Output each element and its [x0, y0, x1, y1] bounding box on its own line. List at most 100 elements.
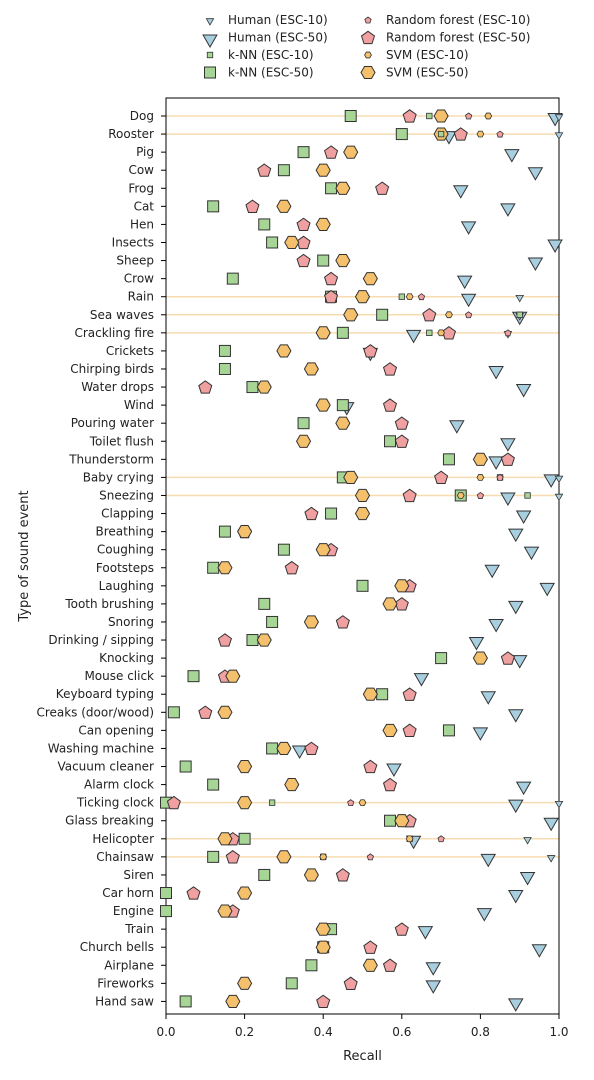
point-svm-esc-50-pouring-water [335, 416, 351, 430]
point-human-esc-50-frog [452, 185, 469, 199]
category-label-toilet-flush: Toilet flush [89, 434, 154, 448]
x-tick-label-1-0: 1.0 [549, 1025, 568, 1039]
point-random-forest-esc-50-sea-waves [422, 307, 437, 322]
point-svm-esc-10-sneezing [456, 492, 465, 499]
point-random-forest-esc-50-chainsaw [225, 850, 240, 864]
point-random-forest-esc-50-creaks-door-wood [198, 705, 213, 719]
point-human-esc-50-hand-saw [507, 998, 524, 1012]
legend-label-human-esc-50: Human (ESC-50) [228, 31, 328, 45]
point-k-nn-esc-10-crackling-fire [426, 329, 433, 336]
point-svm-esc-10-ticking-clock [358, 799, 367, 806]
point-random-forest-esc-10-helicopter [437, 835, 445, 843]
point-svm-esc-50-washing-machine [276, 741, 292, 756]
point-k-nn-esc-50-pig [297, 146, 310, 159]
category-label-footsteps: Footsteps [96, 561, 154, 575]
point-human-esc-50-keyboard-typing [480, 691, 497, 705]
point-random-forest-esc-50-tooth-brushing [394, 597, 409, 611]
point-svm-esc-50-water-drops [256, 380, 272, 394]
point-human-esc-50-church-bells [531, 944, 548, 958]
point-svm-esc-50-drinking-sipping [256, 633, 272, 647]
point-random-forest-esc-50-alarm-clock [382, 777, 398, 792]
point-k-nn-esc-50-can-opening [442, 724, 455, 737]
point-random-forest-esc-50-siren [335, 868, 350, 882]
point-human-esc-50-chainsaw [480, 853, 497, 868]
point-random-forest-esc-50-chirping-birds [382, 362, 398, 376]
category-label-thunderstorm: Thunderstorm [68, 452, 154, 466]
point-human-esc-50-hen [460, 221, 477, 235]
category-label-hen: Hen [130, 217, 154, 231]
point-human-esc-50-snoring [488, 618, 504, 633]
point-human-esc-50-baby-crying [543, 474, 559, 488]
point-svm-esc-50-toilet-flush [295, 434, 312, 448]
point-human-esc-50-crow [456, 275, 473, 290]
x-tick-label-0-2: 0.2 [235, 1025, 254, 1039]
point-k-nn-esc-50-crow [226, 272, 239, 285]
point-human-esc-10-ticking-clock [554, 800, 564, 809]
category-label-airplane: Airplane [104, 958, 154, 972]
category-label-creaks-door-wood: Creaks (door/wood) [36, 705, 154, 719]
category-label-knocking: Knocking [99, 651, 154, 665]
point-random-forest-esc-50-crow [324, 271, 339, 286]
legend-item-random-forest-esc-10: Random forest (ESC-10) [364, 13, 530, 27]
point-random-forest-esc-50-thunderstorm [500, 452, 515, 466]
point-k-nn-esc-50-clapping [325, 507, 338, 520]
point-svm-esc-50-chainsaw [276, 850, 292, 864]
point-svm-esc-50-hen [315, 217, 331, 231]
point-svm-esc-10-dog [484, 112, 493, 120]
point-k-nn-esc-50-glass-breaking [384, 814, 397, 827]
point-random-forest-esc-50-pig [324, 145, 339, 159]
category-label-crickets: Crickets [106, 344, 154, 358]
point-random-forest-esc-10-chainsaw [366, 853, 374, 861]
y-axis-title: Type of sound event [17, 490, 32, 622]
point-svm-esc-50-crow [362, 272, 378, 286]
point-human-esc-50-can-opening [472, 727, 489, 741]
point-svm-esc-50-frog [335, 181, 351, 195]
point-k-nn-esc-50-snoring [266, 615, 279, 628]
legend-label-human-esc-10: Human (ESC-10) [228, 13, 328, 27]
x-axis-title: Recall [343, 1049, 382, 1064]
series-human-esc-50 [291, 113, 563, 1012]
category-label-sea-waves: Sea waves [90, 308, 154, 322]
point-random-forest-esc-50-rooster [453, 127, 468, 141]
point-k-nn-esc-50-wind [336, 399, 349, 412]
point-svm-esc-50-dog [433, 109, 449, 123]
point-random-forest-esc-50-drinking-sipping [217, 633, 233, 647]
point-random-forest-esc-50-vacuum-cleaner [363, 759, 378, 774]
point-human-esc-50-tooth-brushing [507, 600, 524, 615]
point-random-forest-esc-50-dog [402, 109, 417, 123]
point-k-nn-esc-10-rain [398, 293, 405, 300]
x-tick-label-0-6: 0.6 [392, 1025, 411, 1039]
point-k-nn-esc-10-sneezing [524, 492, 531, 499]
x-tick-label-0-0: 0.0 [156, 1025, 175, 1039]
category-label-water-drops: Water drops [81, 380, 154, 394]
point-svm-esc-10-rain [405, 293, 414, 301]
legend-label-k-nn-esc-50: k-NN (ESC-50) [228, 66, 314, 80]
legend-label-svm-esc-10: SVM (ESC-10) [386, 48, 469, 62]
point-random-forest-esc-50-airplane [382, 958, 398, 972]
point-svm-esc-50-engine [217, 904, 233, 918]
point-human-esc-10-rooster [554, 132, 564, 140]
point-svm-esc-10-helicopter [405, 835, 414, 843]
legend-label-random-forest-esc-10: Random forest (ESC-10) [386, 13, 530, 27]
point-random-forest-esc-50-wind [382, 398, 398, 412]
point-svm-esc-50-coughing [315, 543, 331, 557]
point-k-nn-esc-50-siren [258, 868, 271, 881]
point-k-nn-esc-50-laughing [356, 579, 369, 592]
point-svm-esc-50-keyboard-typing [362, 687, 378, 701]
point-k-nn-esc-50-helicopter [238, 832, 251, 845]
x-axis-ticks: 0.0 0.2 0.4 0.6 0.8 1.0 [156, 1014, 569, 1039]
point-k-nn-esc-50-drinking-sipping [246, 634, 259, 647]
point-human-esc-50-pouring-water [449, 420, 465, 434]
point-random-forest-esc-50-footsteps [284, 560, 299, 575]
point-k-nn-esc-50-frog [325, 182, 338, 195]
category-label-glass-breaking: Glass breaking [65, 814, 154, 828]
point-human-esc-50-thunderstorm [488, 456, 504, 470]
point-svm-esc-50-sneezing [354, 488, 371, 503]
point-random-forest-esc-50-car-horn [186, 886, 201, 900]
legend: Human (ESC-10) Human (ESC-50) k-NN (ESC-10… [202, 13, 530, 80]
category-label-vacuum-cleaner: Vacuum cleaner [57, 760, 154, 774]
esc10-highlight-bands [166, 115, 559, 858]
series-svm-esc-50 [217, 109, 488, 1008]
point-human-esc-50-coughing [523, 546, 540, 561]
